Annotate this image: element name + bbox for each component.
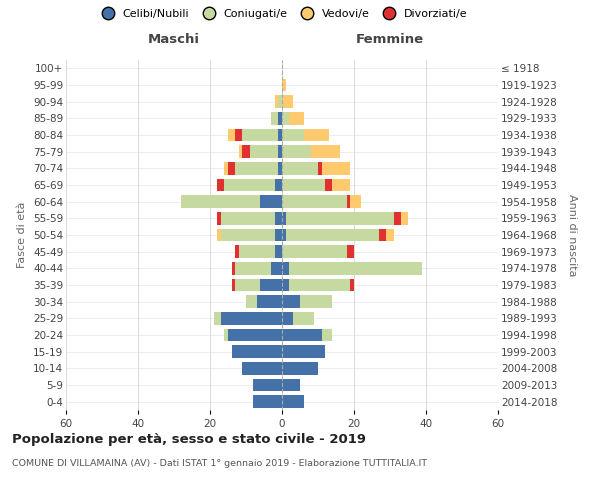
Bar — [242, 146, 250, 158]
Bar — [282, 329, 322, 341]
Bar — [282, 262, 289, 274]
Bar — [275, 246, 282, 258]
Bar — [275, 229, 282, 241]
Bar — [282, 362, 318, 374]
Text: Maschi: Maschi — [148, 33, 200, 46]
Bar — [232, 346, 282, 358]
Bar — [300, 296, 332, 308]
Bar — [347, 246, 354, 258]
Bar — [257, 296, 282, 308]
Bar — [228, 329, 282, 341]
Bar — [278, 129, 282, 141]
Bar — [322, 329, 332, 341]
Bar — [282, 129, 304, 141]
Bar — [239, 246, 275, 258]
Bar — [282, 112, 289, 124]
Bar — [350, 196, 361, 208]
Bar — [286, 229, 379, 241]
Bar — [217, 179, 224, 192]
Bar — [289, 262, 422, 274]
Bar — [228, 162, 235, 174]
Bar — [282, 196, 347, 208]
Bar — [304, 129, 329, 141]
Bar — [289, 279, 350, 291]
Bar — [282, 346, 325, 358]
Bar — [386, 229, 394, 241]
Bar — [221, 229, 275, 241]
Y-axis label: Fasce di età: Fasce di età — [17, 202, 28, 268]
Bar — [232, 262, 235, 274]
Bar — [282, 279, 289, 291]
Bar — [282, 379, 300, 391]
Bar — [235, 129, 242, 141]
Bar — [224, 329, 228, 341]
Bar — [350, 279, 354, 291]
Bar — [221, 312, 282, 324]
Bar — [282, 229, 286, 241]
Bar — [242, 362, 282, 374]
Bar — [239, 146, 242, 158]
Bar — [181, 196, 260, 208]
Bar — [282, 96, 293, 108]
Bar — [246, 296, 257, 308]
Bar — [278, 162, 282, 174]
Bar — [250, 146, 278, 158]
Bar — [282, 212, 286, 224]
Bar — [332, 179, 350, 192]
Bar — [224, 179, 275, 192]
Bar — [286, 212, 394, 224]
Bar — [282, 396, 304, 408]
Bar — [311, 146, 340, 158]
Bar — [282, 162, 318, 174]
Bar — [217, 229, 221, 241]
Bar — [260, 279, 282, 291]
Y-axis label: Anni di nascita: Anni di nascita — [567, 194, 577, 276]
Bar — [401, 212, 408, 224]
Bar — [282, 179, 325, 192]
Bar — [282, 79, 286, 92]
Bar — [282, 146, 311, 158]
Bar — [325, 179, 332, 192]
Bar — [278, 146, 282, 158]
Bar — [271, 112, 278, 124]
Bar — [228, 129, 235, 141]
Bar — [253, 396, 282, 408]
Bar — [232, 279, 235, 291]
Bar — [214, 312, 221, 324]
Bar — [242, 129, 278, 141]
Bar — [278, 96, 282, 108]
Bar — [235, 246, 239, 258]
Bar — [318, 162, 322, 174]
Legend: Celibi/Nubili, Coniugati/e, Vedovi/e, Divorziati/e: Celibi/Nubili, Coniugati/e, Vedovi/e, Di… — [92, 4, 472, 23]
Bar — [217, 212, 221, 224]
Bar — [235, 262, 271, 274]
Bar — [271, 262, 282, 274]
Bar — [293, 312, 314, 324]
Bar — [347, 196, 350, 208]
Bar — [235, 279, 260, 291]
Bar — [275, 96, 278, 108]
Bar — [289, 112, 304, 124]
Bar — [224, 162, 228, 174]
Bar — [394, 212, 401, 224]
Bar — [282, 312, 293, 324]
Text: Popolazione per età, sesso e stato civile - 2019: Popolazione per età, sesso e stato civil… — [12, 432, 366, 446]
Text: Femmine: Femmine — [356, 33, 424, 46]
Bar — [282, 296, 300, 308]
Bar — [275, 179, 282, 192]
Bar — [282, 246, 347, 258]
Bar — [278, 112, 282, 124]
Bar — [221, 212, 275, 224]
Bar — [379, 229, 386, 241]
Bar — [253, 379, 282, 391]
Bar — [260, 196, 282, 208]
Bar — [235, 162, 278, 174]
Bar — [275, 212, 282, 224]
Bar — [322, 162, 350, 174]
Text: COMUNE DI VILLAMAINA (AV) - Dati ISTAT 1° gennaio 2019 - Elaborazione TUTTITALIA: COMUNE DI VILLAMAINA (AV) - Dati ISTAT 1… — [12, 459, 427, 468]
